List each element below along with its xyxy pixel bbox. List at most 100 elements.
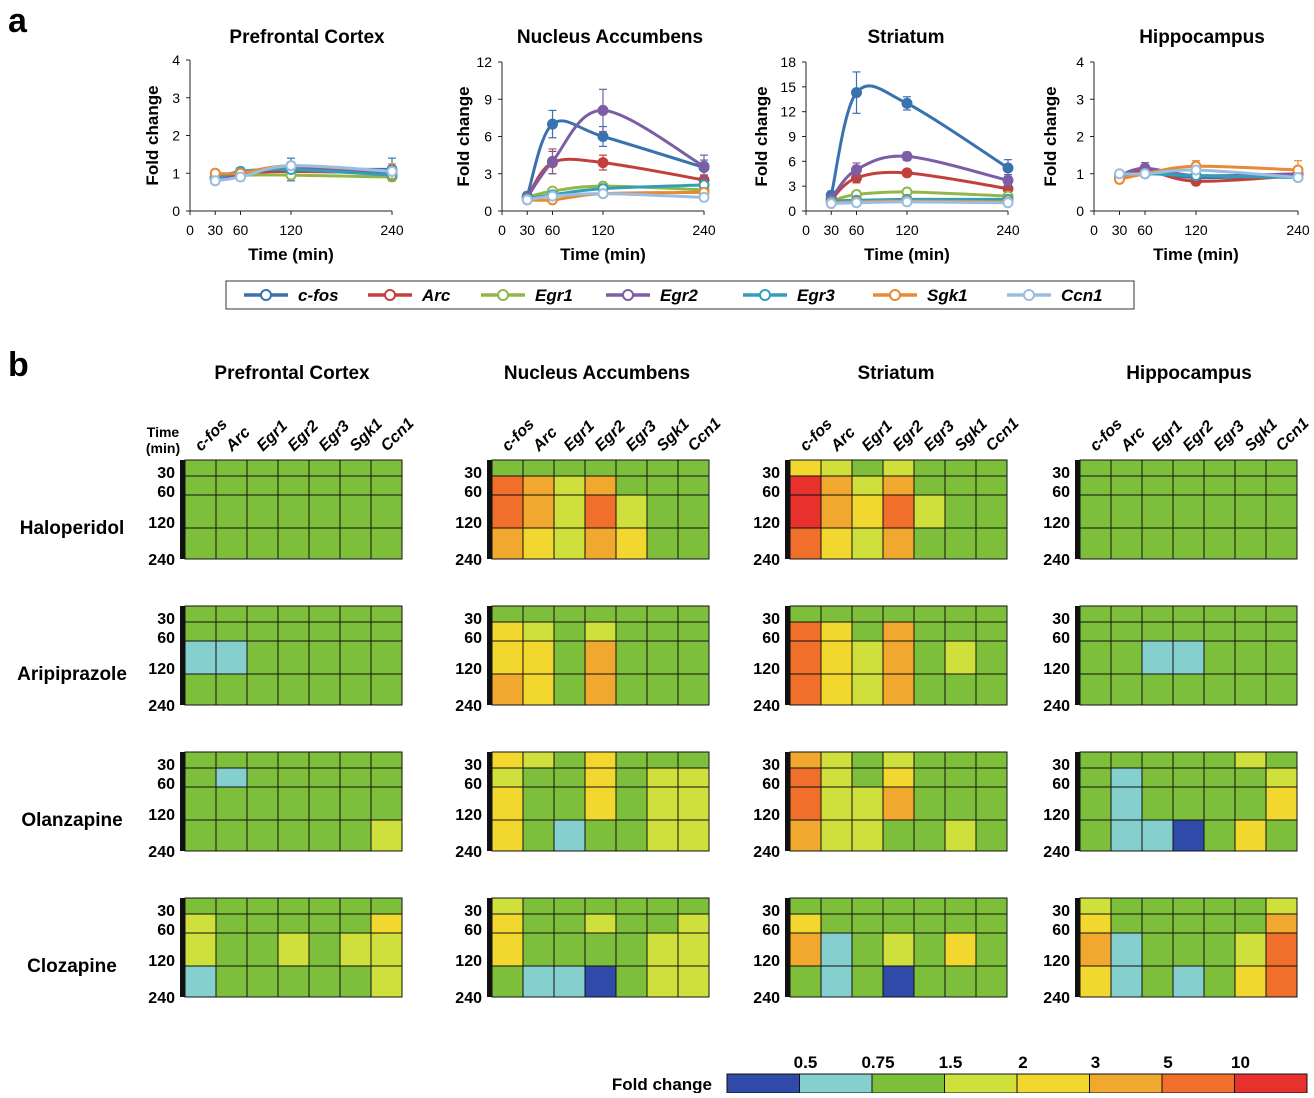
heatmap-time-label: 30 (157, 757, 175, 774)
heatmap-time-label: 60 (762, 630, 780, 647)
heatmap-cell (851, 932, 884, 967)
heatmap-cell (975, 897, 1008, 915)
heatmap-cell (1172, 786, 1205, 821)
data-point-Arc (597, 157, 609, 169)
data-point-Ccn1 (235, 171, 246, 183)
x-tick-label: 240 (380, 222, 404, 238)
heatmap-cell (1265, 932, 1298, 967)
heatmap-cell (553, 673, 586, 706)
y-tick-label: 18 (780, 54, 796, 70)
heatmap-cell (1141, 475, 1174, 496)
x-tick-label: 0 (498, 222, 506, 238)
heatmap-cell (1141, 913, 1174, 934)
legend-item-c-fos: c-fos (244, 286, 339, 305)
heatmap-cell (370, 605, 403, 623)
heatmap-gene-label: Ccn1 (685, 415, 725, 455)
x-tick-label: 60 (1137, 222, 1153, 238)
colorbar-swatch (799, 1073, 873, 1094)
heatmap-time-label: 30 (1052, 757, 1070, 774)
heatmap-cell (789, 640, 822, 675)
y-tick-label: 2 (1076, 129, 1084, 145)
heatmap-cell (339, 673, 372, 706)
heatmap-cell (370, 640, 403, 675)
data-point-Ccn1 (1292, 171, 1304, 183)
colorbar-tick: 0.75 (861, 1053, 894, 1072)
heatmap-block: 30 60 120 240 (753, 605, 1008, 715)
heatmap-cell (1265, 605, 1298, 623)
heatmap-cell (1079, 932, 1112, 967)
legend-item-Egr2: Egr2 (606, 286, 698, 305)
heatmap-cell (1172, 527, 1205, 560)
heatmap-cell (277, 786, 310, 821)
heatmap-cell (184, 932, 217, 967)
y-tick-label: 0 (1076, 203, 1084, 219)
heatmap-time-label: 240 (1043, 844, 1070, 861)
heatmap-cell (277, 621, 310, 642)
data-point-Ccn1 (597, 188, 609, 200)
heatmap-cell (913, 527, 946, 560)
heatmap-cell (1079, 673, 1112, 706)
heatmap-cell (184, 786, 217, 821)
heatmap-cell (913, 475, 946, 496)
heatmap-cell (615, 819, 648, 852)
heatmap-cell (1203, 913, 1236, 934)
heatmap-cell (1203, 621, 1236, 642)
heatmap-cell (615, 673, 648, 706)
heatmap-block: 30 60 120 240 (455, 605, 710, 715)
chart-title: Striatum (867, 27, 944, 48)
heatmap-cell (1234, 605, 1267, 623)
heatmap-cell (1141, 932, 1174, 967)
heatmap-cell (1203, 751, 1236, 769)
legend-swatch-marker (1023, 289, 1035, 301)
heatmap-cell (1141, 527, 1174, 560)
heatmap-cell (913, 494, 946, 529)
heatmap-cell (215, 965, 248, 998)
heatmap-cell (646, 605, 679, 623)
heatmap-cell (215, 621, 248, 642)
heatmap-cell (215, 673, 248, 706)
heatmap-cell (215, 640, 248, 675)
heatmap-cell (913, 767, 946, 788)
heatmap-cell (1234, 932, 1267, 967)
x-tick-label: 240 (692, 222, 716, 238)
data-point-c-fos (901, 97, 913, 109)
heatmap-cell (851, 621, 884, 642)
heatmap-cell (584, 913, 617, 934)
data-point-Egr2 (901, 150, 913, 162)
heatmap-cell (1265, 786, 1298, 821)
heatmap-cell (677, 605, 710, 623)
heatmap-cell (1203, 767, 1236, 788)
heatmap-cell (820, 673, 853, 706)
heatmap-time-label: 240 (455, 698, 482, 715)
heatmap-cell (308, 494, 341, 529)
heatmap-cell (584, 494, 617, 529)
x-tick-label: 60 (233, 222, 249, 238)
heatmap-cell (913, 621, 946, 642)
heatmap-cell (882, 621, 915, 642)
heatmap-time-label: 30 (464, 465, 482, 482)
heatmap-cell (370, 767, 403, 788)
heatmap-gene-label: c-fos (499, 416, 538, 455)
heatmap-cell (677, 786, 710, 821)
heatmap-cell (184, 527, 217, 560)
heatmap-cell (1172, 965, 1205, 998)
heatmap-cell (820, 913, 853, 934)
heatmap-cell (277, 605, 310, 623)
heatmap-cell (975, 786, 1008, 821)
heatmap-cell (820, 819, 853, 852)
heatmap-cell (246, 673, 279, 706)
legend-label: Sgk1 (927, 286, 968, 305)
heatmap-time-label: 30 (464, 611, 482, 628)
heatmap-cell (246, 897, 279, 915)
heatmap-cell (615, 640, 648, 675)
heatmap-time-label: 30 (1052, 465, 1070, 482)
heatmap-cell (944, 640, 977, 675)
heatmap-cell (370, 897, 403, 915)
heatmap-cell (913, 819, 946, 852)
heatmap-cell (184, 913, 217, 934)
x-tick-label: 0 (802, 222, 810, 238)
heatmap-cell (370, 932, 403, 967)
heatmap-cell (277, 640, 310, 675)
heatmap-time-label: 240 (753, 844, 780, 861)
heatmap-time-label: 60 (464, 776, 482, 793)
